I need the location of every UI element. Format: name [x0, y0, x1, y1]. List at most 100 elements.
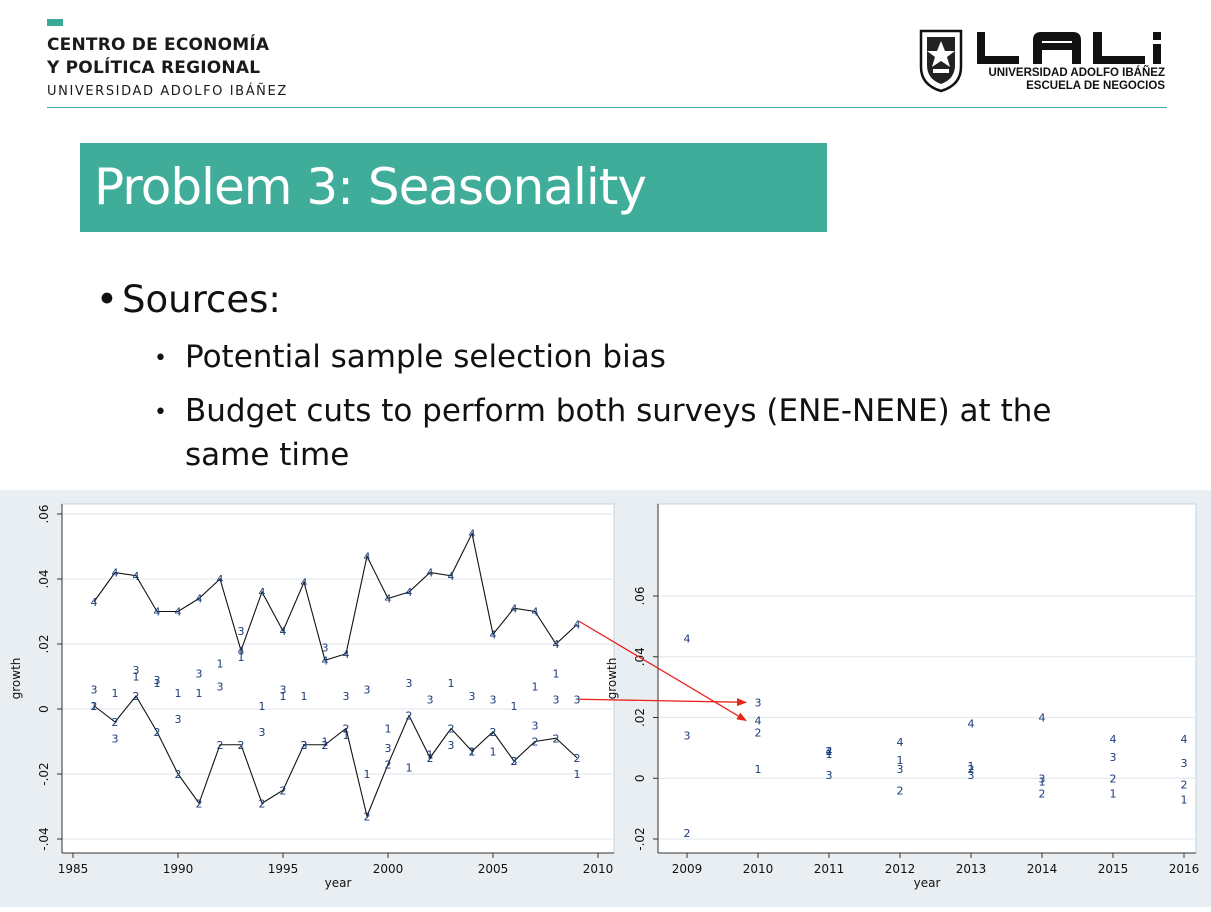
data-point-2: 2: [238, 739, 245, 752]
data-point-4: 4: [364, 550, 371, 563]
data-point-3: 3: [322, 641, 329, 654]
y-tick-label: 0: [633, 774, 647, 782]
data-point-2: 2: [259, 797, 266, 810]
data-point-4: 4: [1181, 733, 1188, 746]
data-point-2: 2: [1181, 778, 1188, 791]
data-point-2: 2: [511, 755, 518, 768]
data-point-1: 1: [343, 729, 350, 742]
y-tick-label: .06: [37, 504, 51, 523]
data-point-2: 2: [897, 784, 904, 797]
data-point-3: 3: [469, 690, 476, 703]
data-point-2: 2: [301, 739, 308, 752]
data-point-4: 4: [1110, 733, 1117, 746]
x-tick-label: 1985: [58, 862, 89, 876]
data-point-2: 2: [532, 736, 539, 749]
data-point-2: 2: [427, 752, 434, 765]
y-axis-title: growth: [9, 658, 23, 700]
annotation-arrow-2: [578, 698, 747, 707]
data-point-4: 4: [280, 625, 287, 638]
data-point-2: 2: [217, 739, 224, 752]
x-tick-label: 2000: [373, 862, 404, 876]
data-point-4: 4: [343, 648, 350, 661]
chart-1: -.04 -.02 0 .02 .04 .06 1985 1990 1995 2000 2005 20…: [9, 503, 615, 890]
data-point-2: 2: [154, 726, 161, 739]
x-axis-title: year: [325, 876, 352, 890]
data-point-3: 3: [133, 664, 140, 677]
data-point-4: 4: [511, 602, 518, 615]
data-point-2: 2: [684, 827, 691, 840]
data-point-1: 1: [897, 754, 904, 767]
chart-panel: -.04 -.02 0.02.04.06 1985 1990 1995 2000 2005 20…: [0, 490, 1211, 907]
uai-school: ESCUELA DE NEGOCIOS: [1026, 80, 1165, 92]
data-point-1: 1: [968, 760, 975, 773]
data-point-4: 4: [968, 718, 975, 731]
data-point-3: 3: [406, 677, 413, 690]
data-point-1: 1: [1039, 775, 1046, 788]
data-point-2: 2: [490, 726, 497, 739]
x-tick-label: 2010: [743, 862, 774, 876]
data-point-4: 4: [1039, 712, 1046, 725]
data-point-1: 1: [755, 763, 762, 776]
slide-title-box: Problem 3: Seasonality: [80, 143, 827, 232]
data-point-2: 2: [364, 810, 371, 823]
data-point-4: 4: [574, 619, 581, 632]
y-axis-title: growth: [605, 658, 619, 700]
data-point-3: 3: [112, 732, 119, 745]
data-point-3: 3: [1039, 772, 1046, 785]
data-point-3: 3: [511, 755, 518, 768]
data-point-4: 4: [490, 628, 497, 641]
data-point-3: 3: [684, 730, 691, 743]
uai-name: UNIVERSIDAD ADOLFO IBÁÑEZ: [988, 67, 1165, 79]
data-point-4: 4: [196, 593, 203, 606]
data-point-3: 3: [1110, 751, 1117, 764]
bullet-sources-text: Sources:: [122, 278, 281, 321]
data-point-3: 3: [532, 719, 539, 732]
data-point-2: 2: [280, 784, 287, 797]
data-point-3: 3: [490, 693, 497, 706]
chart-2: -.02 0 .02 .04 .06 2009 2010 2011 2012 2013 2014 20…: [605, 503, 1199, 890]
bullet-sub2-text-line1: Budget cuts to perform both surveys (ENE…: [185, 393, 1052, 429]
data-point-4: 4: [91, 596, 98, 609]
data-point-2: 2: [448, 723, 455, 736]
data-point-4: 4: [755, 715, 762, 728]
bullet-sub1-text: Potential sample selection bias: [185, 339, 666, 375]
x-tick-label: 1995: [268, 862, 299, 876]
data-point-3: 3: [154, 674, 161, 687]
data-point-2: 2: [112, 716, 119, 729]
uai-logo-icon: [977, 32, 1161, 64]
data-point-4: 4: [238, 645, 245, 658]
data-point-3: 3: [364, 684, 371, 697]
x-tick-label: 2009: [672, 862, 703, 876]
university-crest-icon: [919, 29, 963, 93]
data-point-3: 3: [385, 742, 392, 755]
x-tick-label: 2011: [814, 862, 845, 876]
bullet-sub2: • Budget cuts to perform both surveys (EN…: [154, 390, 1051, 477]
slide-title: Problem 3: Seasonality: [94, 158, 647, 216]
series-line-4: [93, 531, 578, 661]
data-point-1: 1: [364, 768, 371, 781]
data-point-2: 2: [385, 758, 392, 771]
data-point-4: 4: [385, 593, 392, 606]
data-point-4: 4: [826, 745, 833, 758]
data-point-2: 2: [322, 739, 329, 752]
data-point-2: 2: [755, 727, 762, 740]
data-point-1: 1: [511, 700, 518, 713]
data-point-4: 4: [133, 570, 140, 583]
data-point-2: 2: [574, 752, 581, 765]
data-point-4: 4: [897, 736, 904, 749]
data-point-3: 3: [755, 696, 762, 709]
data-point-1: 1: [532, 680, 539, 693]
data-point-2: 2: [469, 745, 476, 758]
data-point-3: 3: [427, 693, 434, 706]
y-tick-label: .04: [633, 647, 647, 666]
data-point-3: 3: [91, 684, 98, 697]
bullet-dot-icon: •: [154, 400, 167, 425]
data-point-4: 4: [154, 606, 161, 619]
org-university: UNIVERSIDAD ADOLFO IBÁÑEZ: [47, 84, 288, 99]
x-axis-title: year: [914, 876, 941, 890]
series-line-2: [93, 695, 578, 819]
data-point-1: 1: [112, 687, 119, 700]
data-point-2: 2: [91, 700, 98, 713]
bullet-dot-icon: •: [96, 278, 118, 321]
